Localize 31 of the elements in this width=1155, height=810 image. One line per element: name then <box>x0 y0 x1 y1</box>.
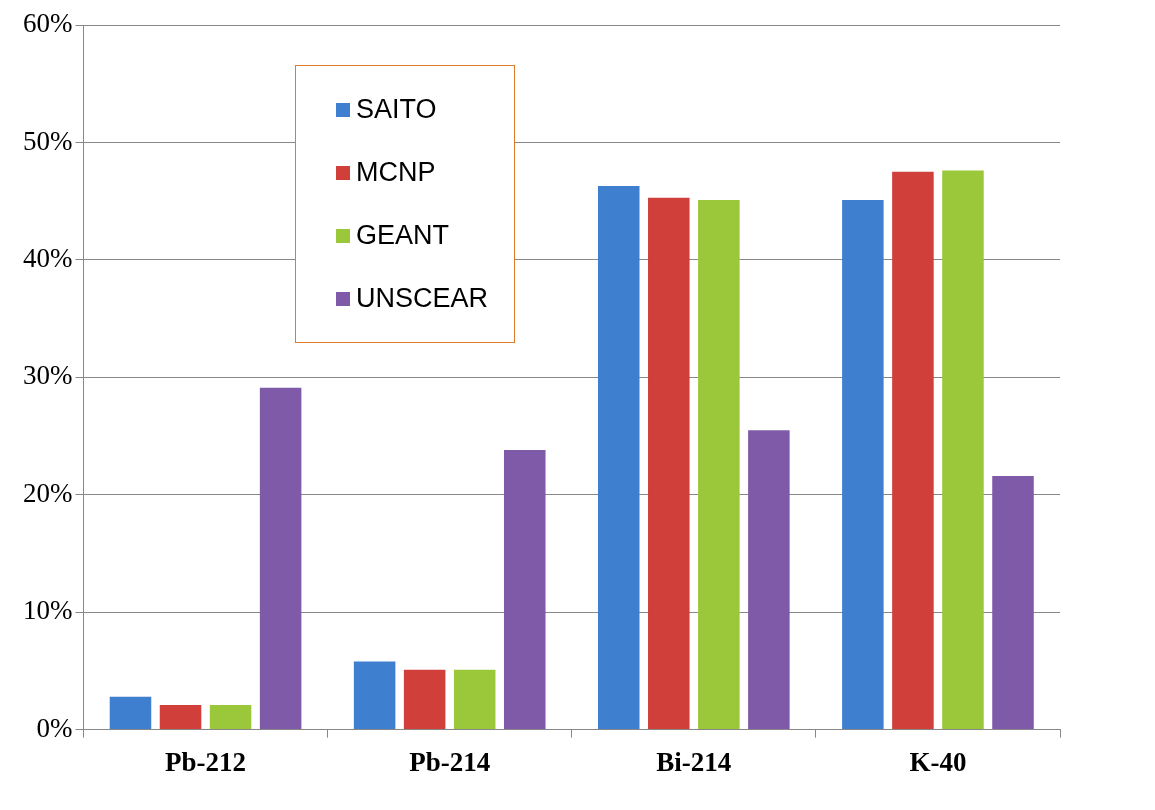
bar <box>109 696 152 730</box>
x-tick-label: Pb-212 <box>165 746 247 777</box>
bar <box>992 475 1034 730</box>
y-tick-label: 30% <box>22 360 73 391</box>
bar <box>597 185 640 730</box>
y-tick-label: 50% <box>22 125 73 156</box>
bar <box>159 704 202 730</box>
bar <box>353 661 396 730</box>
x-tick-label: Pb-214 <box>409 746 491 777</box>
bar <box>453 669 496 730</box>
bar <box>892 171 934 730</box>
y-tick-label: 20% <box>22 477 73 508</box>
bar <box>748 430 790 730</box>
legend-label: SAITO <box>356 94 437 125</box>
bar <box>403 669 446 730</box>
legend-label: UNSCEAR <box>356 283 489 314</box>
y-tick-label: 10% <box>22 595 73 626</box>
legend-label: GEANT <box>356 220 450 251</box>
bar <box>648 197 690 730</box>
bar <box>259 387 302 730</box>
bar <box>842 199 884 730</box>
y-tick-label: 40% <box>22 242 73 273</box>
bar <box>503 450 546 730</box>
bar <box>942 170 984 730</box>
x-tick-label: K-40 <box>909 746 967 777</box>
bar <box>209 704 252 730</box>
x-tick-label: Bi-214 <box>656 746 732 777</box>
legend-label: MCNP <box>356 157 436 188</box>
y-tick-label: 0% <box>36 712 73 743</box>
y-tick-label: 60% <box>22 8 73 39</box>
bar <box>698 199 740 730</box>
